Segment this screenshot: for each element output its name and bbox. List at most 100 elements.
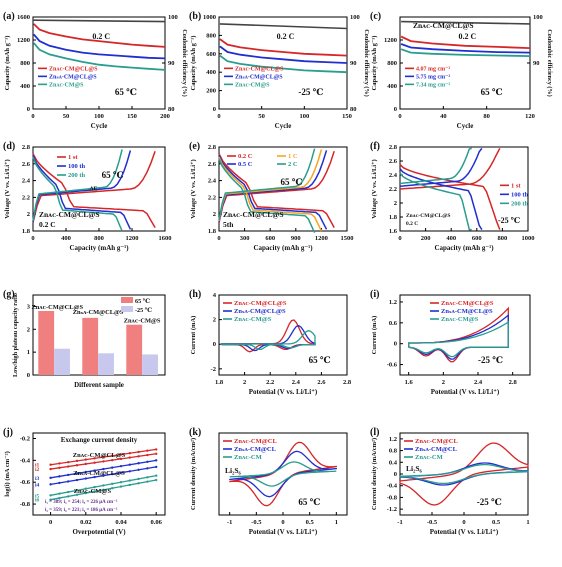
y-tick-label: 2.8 xyxy=(389,144,398,151)
data-point xyxy=(155,452,158,455)
data-point xyxy=(128,483,131,487)
panel-label: (g) xyxy=(3,289,15,300)
y-axis-label: Voltage (V vs. Li/Li⁺) xyxy=(4,159,11,218)
ce-line xyxy=(219,23,348,30)
data-point xyxy=(67,490,70,494)
discharge-curve xyxy=(399,163,501,230)
data-point xyxy=(155,474,158,477)
x-tick-label: 2 xyxy=(243,379,246,386)
ce-line xyxy=(33,19,166,23)
x-tick-label: 600 xyxy=(472,235,482,242)
y-tick-label: 1.8 xyxy=(389,214,398,221)
y-tick-label: 2 xyxy=(213,317,216,324)
x-tick-label: 150 xyxy=(342,113,352,120)
data-point xyxy=(67,495,70,498)
data-point xyxy=(128,470,131,473)
data-point xyxy=(75,459,79,463)
x-tick-label: 2.2 xyxy=(266,379,274,386)
panel-label: (l) xyxy=(370,427,379,438)
rate-label: 0.2 C xyxy=(459,32,477,41)
discharge-curve xyxy=(218,153,335,228)
y-tick-label: 1600 xyxy=(17,14,30,21)
x-tick-label: 0 xyxy=(49,519,52,526)
y2-tick-label: 90 xyxy=(168,60,175,67)
y-tick-label: 1.6 xyxy=(389,228,398,235)
charge-curve xyxy=(218,150,335,223)
y-tick-label: 800 xyxy=(387,60,397,67)
data-point xyxy=(146,449,149,452)
data-point xyxy=(146,480,149,483)
series-label: i1 xyxy=(35,463,40,469)
data-point xyxy=(84,477,88,480)
legend-label: Znᴀᴄ-CM@CL xyxy=(415,438,458,445)
data-point xyxy=(67,473,70,477)
panel-f: (f) 0 200 400 600 800 1000 1.6 1.8 2 2.2 2.4 2.6 2.8 C… xyxy=(370,141,535,252)
legend-label: Znᴀᴄ-CM xyxy=(234,454,262,461)
legend-label: 1 st xyxy=(511,182,521,189)
x-tick-label: 0.06 xyxy=(151,519,163,526)
data-point xyxy=(49,483,52,486)
x-tick-label: 1600 xyxy=(159,235,172,242)
data-point xyxy=(128,452,131,455)
y-tick-label: 1200 xyxy=(17,37,30,44)
legend-label: 0.5 C xyxy=(238,161,253,168)
legend-label: Znₛᴀ-CM@CL@S xyxy=(234,308,286,315)
bar xyxy=(126,324,143,375)
panel-label: (k) xyxy=(189,427,201,438)
panel-label: (b) xyxy=(189,11,201,22)
x-tick-label: 200 xyxy=(421,235,431,242)
electrolyte-label: Li₂S₆ xyxy=(406,464,423,473)
bar-category-label: Znₛᴀ-CM@CL@S xyxy=(73,309,124,316)
x-tick-label: 120 xyxy=(525,113,535,120)
data-point xyxy=(67,465,70,468)
data-point xyxy=(93,457,96,460)
x-tick-label: 0 xyxy=(31,235,34,242)
x-tick-label: 800 xyxy=(498,235,508,242)
y-tick-label: -0.8 xyxy=(20,501,31,508)
y2-tick-label: 90 xyxy=(533,60,540,67)
sample-label: Znᴀᴄ-CM@CL@S xyxy=(406,213,450,219)
y2-tick-label: 100 xyxy=(350,14,360,21)
legend-label: Znᴀᴄ-CM@CL@S xyxy=(441,300,494,307)
y-axis-label: Current density (mA/cm²) xyxy=(371,438,378,510)
series-label: i5 xyxy=(35,493,40,499)
x-tick-label: 100 xyxy=(299,113,309,120)
x-tick-label: 200 xyxy=(160,113,170,120)
data-point xyxy=(128,456,131,459)
delta-e-label: ΔE xyxy=(90,187,98,193)
y-tick-label: 0.8 xyxy=(389,448,398,455)
data-point xyxy=(111,466,114,469)
y-tick-label: 2.4 xyxy=(22,178,31,185)
data-point xyxy=(75,493,79,496)
panel-label: (d) xyxy=(3,141,15,152)
data-point xyxy=(155,459,158,462)
y-tick-label: 800 xyxy=(206,32,216,39)
charge-curve xyxy=(218,149,323,222)
x-tick-label: 0 xyxy=(462,519,465,526)
legend-label: 1 st xyxy=(68,154,78,161)
bar xyxy=(82,317,99,375)
y-tick-label: 1 xyxy=(27,349,30,356)
data-point xyxy=(58,462,61,465)
data-point xyxy=(146,453,149,457)
series-label: i6 xyxy=(35,498,40,504)
series-label: i2 xyxy=(35,467,40,473)
y-tick-label: 0.6 xyxy=(389,320,398,327)
data-point xyxy=(146,476,149,479)
data-point xyxy=(49,494,52,497)
cv-curve xyxy=(399,463,529,485)
data-point xyxy=(119,471,123,474)
y2-tick-label: 90 xyxy=(350,60,357,67)
legend-label: -25 ℃ xyxy=(135,307,153,314)
y-tick-label: 400 xyxy=(206,69,216,76)
data-point xyxy=(93,485,96,489)
cv-curve xyxy=(399,442,529,506)
cycle-label: 5th xyxy=(223,220,234,229)
rate-label: 0.2 C xyxy=(277,32,295,41)
y-tick-label: 0 xyxy=(394,106,397,113)
x-tick-label: 0 xyxy=(398,113,401,120)
legend-label: 4.07 mg cm⁻² xyxy=(416,66,450,72)
capacity-series xyxy=(219,54,348,74)
y2-axis-label: Coulombic efficiency (%) xyxy=(363,29,370,96)
